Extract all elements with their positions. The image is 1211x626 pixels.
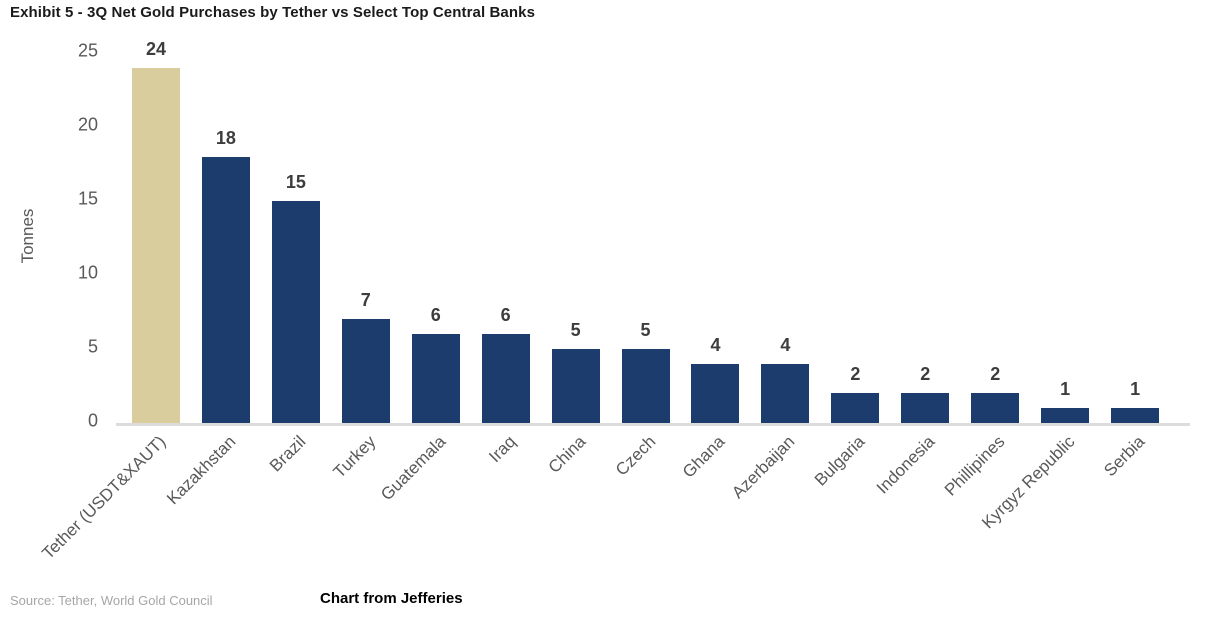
- y-tick-label: 0: [87, 410, 98, 431]
- bar: [131, 67, 180, 423]
- x-axis-label: Serbia: [1100, 432, 1149, 481]
- bar: [761, 363, 810, 423]
- bar: [341, 319, 390, 423]
- bar: [1041, 408, 1090, 423]
- bar-slot: 5: [541, 0, 611, 423]
- bar-value-label: 18: [215, 127, 236, 148]
- bar-slot: 2: [890, 0, 960, 423]
- bar: [901, 393, 950, 423]
- y-axis-title: Tonnes: [18, 208, 37, 264]
- x-axis-baseline: [116, 423, 1190, 426]
- x-axis-label: Iraq: [484, 432, 520, 467]
- bar: [271, 201, 320, 423]
- bar-slot: 24: [121, 0, 191, 423]
- bar-value-label: 5: [640, 320, 651, 340]
- bar-slot: 6: [471, 0, 541, 423]
- bar-slot: 18: [191, 0, 261, 423]
- x-axis-label: Tether (USDT&XAUT): [38, 432, 170, 563]
- bar-slot: 1: [1030, 0, 1100, 423]
- bar-slot: 4: [681, 0, 751, 423]
- chart-caption: Chart from Jefferies: [320, 590, 463, 607]
- bar: [691, 363, 740, 423]
- bar-slot: 4: [750, 0, 820, 423]
- bar-value-label: 15: [285, 172, 306, 192]
- bar: [201, 156, 250, 423]
- bar-slot: 7: [331, 0, 401, 423]
- bar-slot: 1: [1100, 0, 1170, 423]
- bar-slot: 15: [261, 0, 331, 423]
- bar-slot: 6: [401, 0, 471, 423]
- bar-slot: 2: [820, 0, 890, 423]
- bar-value-label: 2: [850, 364, 861, 385]
- x-axis-label: Phillipines: [941, 432, 1009, 500]
- x-axis-label: Turkey: [329, 432, 380, 482]
- bar: [971, 393, 1020, 423]
- bar-value-label: 4: [780, 334, 791, 355]
- x-axis-label: Czech: [611, 432, 659, 480]
- y-tick-label: 25: [77, 40, 98, 61]
- bar: [551, 349, 600, 423]
- bar: [831, 393, 880, 423]
- x-axis-label: Bulgaria: [811, 432, 869, 490]
- bar: [481, 334, 530, 423]
- bar-value-label: 2: [920, 364, 931, 385]
- x-axis-label: Kyrgyz Republic: [978, 432, 1079, 533]
- bar-value-label: 6: [500, 305, 511, 326]
- y-tick-label: 20: [77, 114, 98, 135]
- x-axis-label: China: [544, 432, 589, 477]
- x-axis-label: Kazakhstan: [163, 432, 240, 509]
- bar: [411, 334, 460, 423]
- y-tick-label: 5: [87, 336, 98, 357]
- bar-slot: 5: [611, 0, 681, 423]
- x-axis-label: Ghana: [679, 432, 729, 482]
- plot-area: 24 18 15 7 6 6 5 5 4 4 2 2 2 1 1: [121, 0, 1170, 423]
- source-note: Source: Tether, World Gold Council: [10, 593, 213, 608]
- bar: [621, 349, 670, 423]
- bar-value-label: 1: [1130, 379, 1141, 400]
- bar-value-label: 24: [145, 38, 166, 59]
- x-axis-label: Brazil: [265, 432, 310, 476]
- x-axis-label: Azerbaijan: [728, 432, 799, 503]
- bar-value-label: 5: [570, 320, 581, 340]
- bar-value-label: 7: [360, 290, 371, 311]
- bar-value-label: 6: [430, 305, 441, 326]
- chart-title: Exhibit 5 - 3Q Net Gold Purchases by Tet…: [10, 4, 536, 21]
- bar-value-label: 1: [1060, 379, 1071, 400]
- bar-slot: 2: [960, 0, 1030, 423]
- bar-value-label: 2: [990, 364, 1001, 385]
- y-tick-label: 15: [77, 188, 98, 209]
- x-axis-label: Guatemala: [376, 432, 450, 505]
- x-axis-label: Indonesia: [873, 432, 939, 498]
- bar: [1111, 408, 1160, 423]
- bar-value-label: 4: [710, 334, 721, 355]
- y-tick-label: 10: [77, 262, 98, 283]
